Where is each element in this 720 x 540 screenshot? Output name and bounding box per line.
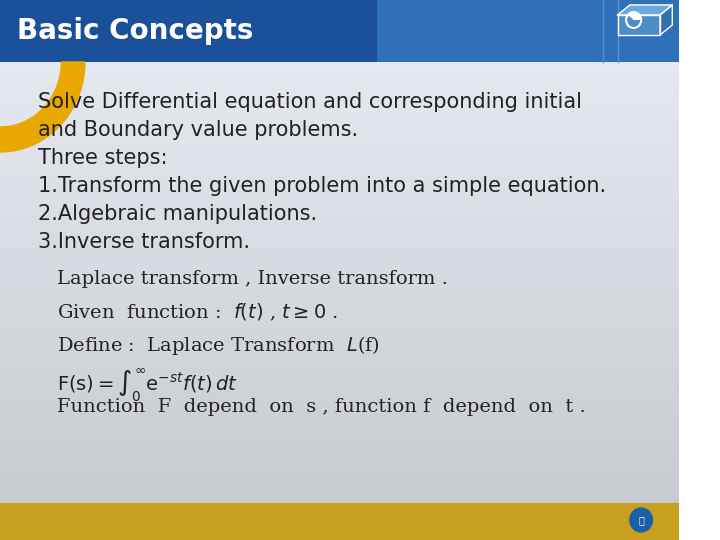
Text: $\mathrm{F(s)} = \int_0^{\infty} \mathrm{e}^{-st} f(t)\, dt$: $\mathrm{F(s)} = \int_0^{\infty} \mathrm… <box>57 366 238 403</box>
Text: 2.Algebraic manipulations.: 2.Algebraic manipulations. <box>37 204 317 224</box>
Text: Define :  Laplace Transform  $L$(f): Define : Laplace Transform $L$(f) <box>57 334 379 357</box>
Wedge shape <box>628 12 641 20</box>
Text: 彰: 彰 <box>638 515 644 525</box>
Text: Basic Concepts: Basic Concepts <box>17 17 253 45</box>
FancyBboxPatch shape <box>0 0 377 62</box>
Circle shape <box>628 506 654 534</box>
FancyBboxPatch shape <box>377 0 679 62</box>
Text: Solve Differential equation and corresponding initial: Solve Differential equation and correspo… <box>37 92 582 112</box>
Polygon shape <box>0 62 85 152</box>
Circle shape <box>630 508 652 532</box>
FancyBboxPatch shape <box>0 503 679 540</box>
Text: 3.Inverse transform.: 3.Inverse transform. <box>37 232 250 252</box>
Text: 1.Transform the given problem into a simple equation.: 1.Transform the given problem into a sim… <box>37 176 606 196</box>
Text: Function  F  depend  on  s , function f  depend  on  t .: Function F depend on s , function f depe… <box>57 398 585 416</box>
Text: Laplace transform , Inverse transform .: Laplace transform , Inverse transform . <box>57 270 447 288</box>
Polygon shape <box>660 5 672 35</box>
Polygon shape <box>618 15 660 35</box>
Polygon shape <box>618 5 672 15</box>
Text: $y'=2axe^{x^2}+(a+2b)e^{x/2}$: $y'=2axe^{x^2}+(a+2b)e^{x/2}$ <box>136 11 240 26</box>
FancyBboxPatch shape <box>0 0 679 62</box>
Text: Three steps:: Three steps: <box>37 148 167 168</box>
Text: $e^{x^2}(3bx^2-6x)=3xe^{x^2}$: $e^{x^2}(3bx^2-6x)=3xe^{x^2}$ <box>142 32 235 46</box>
Text: and Boundary value problems.: and Boundary value problems. <box>37 120 358 140</box>
Text: Given  function :  $f(t)$ , $t \geq 0$ .: Given function : $f(t)$ , $t \geq 0$ . <box>57 302 338 323</box>
